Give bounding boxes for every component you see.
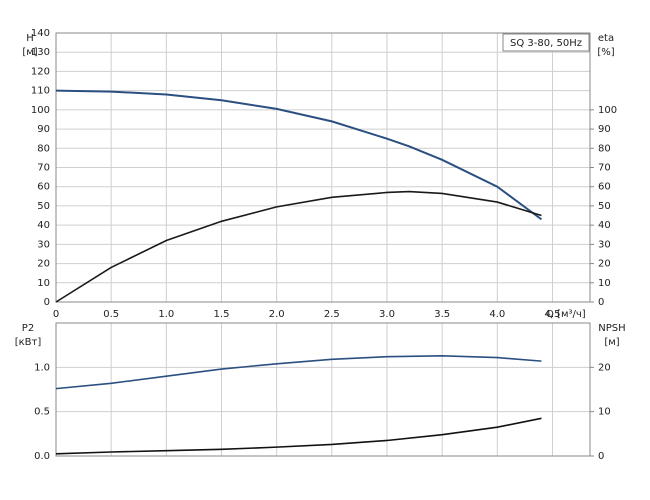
annotation-box xyxy=(502,33,590,52)
y-tick-label: 70 xyxy=(37,163,50,174)
y-tick-label: 20 xyxy=(37,259,50,270)
x-tick-label: 3.5 xyxy=(434,309,450,320)
y-axis-label: P2 xyxy=(22,323,34,334)
x-tick-label: 4.5 xyxy=(545,309,561,320)
x-tick-label: 1.0 xyxy=(158,309,174,320)
y2-tick-label: 50 xyxy=(598,201,611,212)
y-axis-label: [кВт] xyxy=(15,337,42,348)
curve xyxy=(55,190,542,303)
y2-tick-label: 20 xyxy=(598,259,611,270)
y2-tick-label: 30 xyxy=(598,239,611,250)
y-tick-label: 1.0 xyxy=(34,362,50,373)
y2-tick-label: 80 xyxy=(598,143,611,154)
y2-axis-label: NPSH xyxy=(598,323,625,334)
y2-axis-label: [м] xyxy=(604,337,619,348)
y2-tick-label: 60 xyxy=(598,182,611,193)
y-tick-label: 90 xyxy=(37,124,50,135)
y2-tick-label: 10 xyxy=(598,407,611,418)
y-tick-label: 140 xyxy=(31,28,50,39)
y2-tick-label: 20 xyxy=(598,362,611,373)
y-tick-label: 100 xyxy=(31,105,50,116)
y-tick-label: 40 xyxy=(37,220,50,231)
y-tick-label: 0.5 xyxy=(34,407,50,418)
x-tick-label: 0.5 xyxy=(103,309,119,320)
y2-tick-label: 100 xyxy=(598,105,617,116)
y-tick-label: 60 xyxy=(37,182,50,193)
y-tick-label: 10 xyxy=(37,278,50,289)
y2-axis-label: [%] xyxy=(597,47,614,58)
curve xyxy=(55,355,542,390)
y2-tick-label: 70 xyxy=(598,163,611,174)
y-tick-label: 30 xyxy=(37,239,50,250)
x-tick-label: 2.0 xyxy=(269,309,285,320)
y-tick-label: 110 xyxy=(31,86,50,97)
y-tick-label: 130 xyxy=(31,47,50,58)
y2-tick-label: 0 xyxy=(598,297,604,308)
y-axis-label: [м] xyxy=(22,47,37,58)
y2-tick-label: 0 xyxy=(598,451,604,462)
y-tick-label: 120 xyxy=(31,66,50,77)
y-tick-label: 0.0 xyxy=(34,451,50,462)
plot-frame xyxy=(55,322,591,457)
curve xyxy=(55,417,542,455)
x-tick-label: 3.0 xyxy=(379,309,395,320)
y-axis-label: H xyxy=(26,33,34,44)
curve xyxy=(55,89,543,221)
plot-frame xyxy=(55,32,591,303)
x-axis-label: Q [м³/ч] xyxy=(546,309,586,320)
y-tick-label: 0 xyxy=(44,297,50,308)
y2-axis-label: eta xyxy=(598,33,614,44)
annotation: SQ 3-80, 50Hz xyxy=(510,38,582,49)
x-tick-label: 2.5 xyxy=(324,309,340,320)
y2-tick-label: 90 xyxy=(598,124,611,135)
y2-tick-label: 10 xyxy=(598,278,611,289)
x-tick-label: 0 xyxy=(53,309,59,320)
y-tick-label: 80 xyxy=(37,143,50,154)
x-tick-label: 1.5 xyxy=(214,309,230,320)
y2-tick-label: 40 xyxy=(598,220,611,231)
x-tick-label: 4.0 xyxy=(489,309,505,320)
y-tick-label: 50 xyxy=(37,201,50,212)
